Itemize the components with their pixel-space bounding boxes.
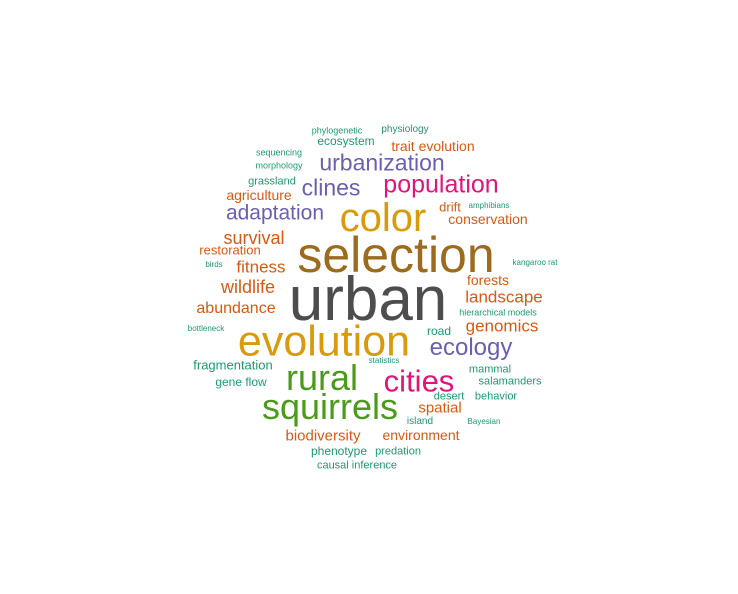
word-fragmentation: fragmentation (193, 357, 273, 373)
word-spatial: spatial (418, 399, 462, 417)
word-evolution: evolution (237, 317, 411, 366)
word-sequencing: sequencing (255, 147, 303, 158)
word-road: road (426, 324, 452, 338)
word-restoration: restoration (199, 242, 261, 258)
word-conservation: conservation (448, 211, 528, 227)
word-grassland: grassland (248, 175, 296, 188)
word-fitness: fitness (236, 257, 286, 277)
word-desert: desert (433, 390, 465, 403)
word-statistics: statistics (368, 356, 400, 365)
word-forests: forests (466, 272, 510, 288)
word-behavior: behavior (474, 390, 518, 403)
word-gene-flow: gene flow (215, 375, 267, 389)
word-salamanders: salamanders (478, 375, 542, 388)
word-predation: predation (375, 445, 421, 458)
word-squirrels: squirrels (261, 386, 399, 427)
word-physiology: physiology (381, 124, 429, 135)
word-adaptation: adaptation (225, 201, 325, 225)
word-urbanization: urbanization (319, 149, 445, 176)
word-selection: selection (297, 227, 495, 283)
word-clines: clines (301, 174, 361, 201)
word-biodiversity: biodiversity (285, 427, 361, 445)
word-survival: survival (223, 228, 285, 248)
word-causal-inference: causal inference (316, 459, 398, 472)
word-morphology: morphology (255, 160, 303, 171)
word-abundance: abundance (196, 300, 276, 317)
word-cities: cities (383, 363, 455, 399)
word-bayesian: Bayesian (467, 417, 501, 426)
word-landscape: landscape (465, 287, 543, 307)
word-amphibians: amphibians (468, 201, 510, 210)
word-hierarchical-models: hierarchical models (459, 307, 537, 318)
word-kangaroo-rat: kangaroo rat (512, 258, 558, 267)
word-urban: urban (288, 265, 448, 334)
word-wildlife: wildlife (220, 277, 276, 297)
word-phylogenetic: phylogenetic (311, 125, 363, 136)
word-genomics: genomics (465, 316, 539, 336)
word-ecology: ecology (429, 334, 513, 361)
word-drift: drift (439, 199, 461, 215)
word-trait-evolution: trait evolution (391, 138, 475, 154)
word-population: population (383, 170, 499, 199)
word-island: island (406, 416, 434, 427)
word-phenotype: phenotype (310, 444, 368, 458)
word-birds: birds (205, 260, 223, 269)
word-mammal: mammal (468, 363, 512, 376)
word-bottleneck: bottleneck (187, 324, 225, 333)
word-color: color (339, 196, 427, 240)
word-rural: rural (285, 357, 359, 398)
word-environment: environment (382, 427, 460, 443)
word-ecosystem: ecosystem (317, 134, 375, 148)
word-agriculture: agriculture (226, 187, 292, 203)
